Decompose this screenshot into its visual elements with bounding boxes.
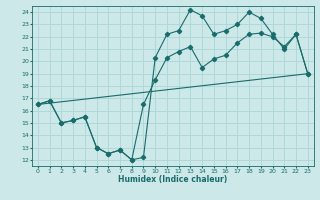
X-axis label: Humidex (Indice chaleur): Humidex (Indice chaleur) <box>118 175 228 184</box>
